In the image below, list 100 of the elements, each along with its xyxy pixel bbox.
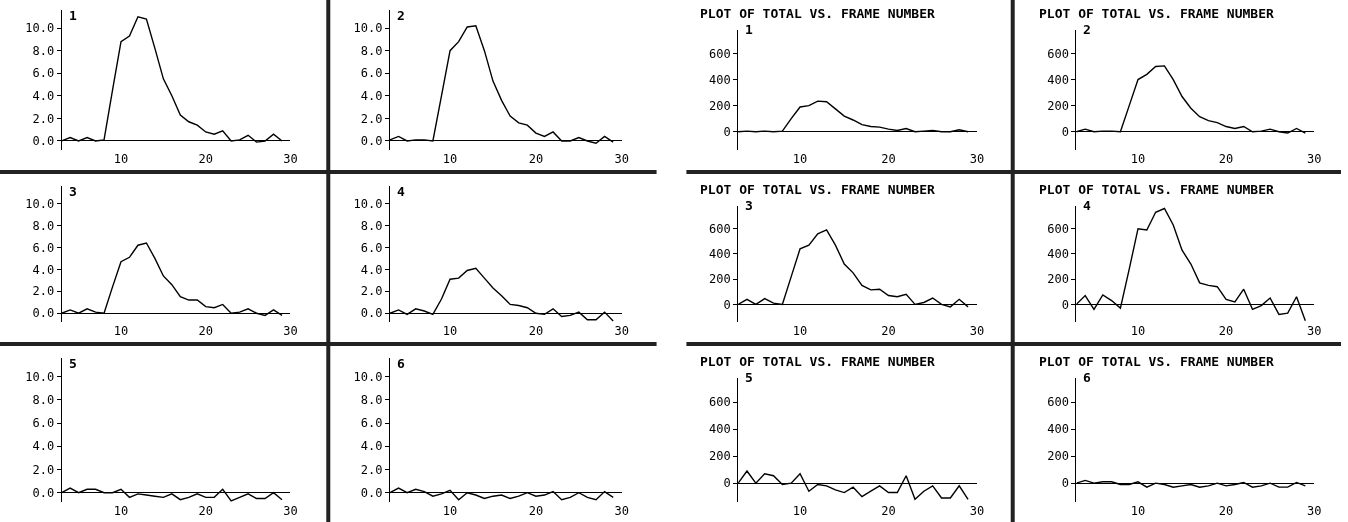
y-tick-label: 0.0	[32, 306, 55, 321]
x-tick-label: 20	[881, 504, 896, 518]
chart-title: 2	[397, 8, 405, 23]
chart-title: 1	[69, 8, 77, 23]
y-tick-label: 0.0	[32, 134, 55, 149]
y-tick-label: 6.0	[360, 240, 383, 255]
y-tick-label: 10.0	[25, 369, 55, 384]
y-tick-label: 2.0	[360, 111, 383, 126]
y-tick-label: 4.0	[32, 89, 55, 104]
y-tick-label: 400	[1047, 247, 1069, 262]
y-tick-label: 0.0	[32, 485, 55, 500]
x-tick-label: 20	[1218, 504, 1234, 518]
x-tick-label: 30	[969, 504, 985, 518]
x-tick-label: 30	[1306, 504, 1322, 518]
y-tick-label: 200	[1047, 449, 1069, 464]
y-tick-label: 0	[723, 124, 731, 139]
y-tick-label: 0	[723, 476, 731, 491]
y-tick-label: 0	[1061, 297, 1069, 312]
y-tick-label: 10.0	[25, 21, 55, 36]
x-tick-label: 20	[1218, 324, 1234, 338]
y-tick-label: 10.0	[353, 369, 383, 384]
y-tick-label: 600	[1047, 46, 1069, 61]
x-tick-label: 10	[442, 504, 458, 518]
y-tick-label: 8.0	[32, 218, 55, 233]
chart-subtitle: 2	[1083, 22, 1091, 37]
x-tick-label: 30	[1306, 324, 1322, 338]
y-tick-label: 600	[708, 395, 731, 410]
y-tick-label: 200	[708, 98, 731, 113]
x-tick-label: 30	[969, 152, 985, 166]
chart-title: 4	[397, 184, 405, 199]
y-tick-label: 400	[708, 247, 731, 262]
y-tick-label: 0.0	[360, 134, 383, 149]
x-tick-label: 10	[113, 324, 129, 338]
y-tick-label: 10.0	[353, 196, 383, 211]
chart-title: PLOT OF TOTAL VS. FRAME NUMBER	[700, 354, 935, 369]
chart-title: 6	[397, 356, 405, 371]
x-tick-label: 30	[283, 504, 298, 518]
y-tick-label: 4.0	[360, 262, 383, 277]
x-tick-label: 30	[614, 324, 629, 338]
x-tick-label: 20	[198, 504, 213, 518]
y-tick-label: 0.0	[360, 306, 383, 321]
y-tick-label: 6.0	[32, 240, 55, 255]
y-tick-label: 200	[708, 449, 731, 464]
chart-subtitle: 6	[1083, 370, 1091, 385]
x-tick-label: 10	[442, 152, 458, 166]
x-tick-label: 10	[113, 504, 129, 518]
x-tick-label: 30	[614, 152, 629, 166]
x-tick-label: 10	[792, 152, 808, 166]
x-tick-label: 10	[442, 324, 458, 338]
x-tick-label: 10	[1130, 152, 1146, 166]
chart-subtitle: 3	[745, 198, 753, 213]
y-tick-label: 400	[708, 72, 731, 87]
y-tick-label: 2.0	[32, 284, 55, 299]
y-tick-label: 600	[1047, 221, 1069, 236]
y-tick-label: 0	[1061, 476, 1069, 491]
y-tick-label: 2.0	[360, 284, 383, 299]
y-tick-label: 2.0	[360, 462, 383, 477]
y-tick-label: 0.0	[360, 485, 383, 500]
chart-subtitle: 5	[745, 370, 753, 385]
chart-title: 5	[69, 356, 77, 371]
x-tick-label: 30	[283, 324, 298, 338]
y-tick-label: 8.0	[360, 218, 383, 233]
y-tick-label: 6.0	[360, 66, 383, 81]
y-tick-label: 200	[1047, 98, 1069, 113]
chart-title: 3	[69, 184, 77, 199]
x-tick-label: 10	[113, 152, 129, 166]
y-tick-label: 0	[723, 297, 731, 312]
y-tick-label: 8.0	[32, 393, 55, 408]
chart-subtitle: 4	[1083, 198, 1091, 213]
y-tick-label: 8.0	[360, 43, 383, 58]
x-tick-label: 20	[198, 324, 213, 338]
y-tick-label: 2.0	[32, 111, 55, 126]
y-tick-label: 4.0	[360, 89, 383, 104]
x-tick-label: 20	[881, 324, 896, 338]
y-tick-label: 6.0	[32, 66, 55, 81]
y-tick-label: 600	[708, 46, 731, 61]
x-tick-label: 20	[198, 152, 213, 166]
y-tick-label: 4.0	[360, 439, 383, 454]
x-tick-label: 30	[1306, 152, 1322, 166]
chart-title: PLOT OF TOTAL VS. FRAME NUMBER	[700, 6, 935, 21]
y-tick-label: 6.0	[32, 416, 55, 431]
y-tick-label: 4.0	[32, 262, 55, 277]
x-tick-label: 10	[1130, 504, 1146, 518]
x-tick-label: 30	[283, 152, 298, 166]
chart-title: PLOT OF TOTAL VS. FRAME NUMBER	[700, 182, 935, 197]
y-tick-label: 400	[1047, 422, 1069, 437]
y-tick-label: 8.0	[32, 43, 55, 58]
y-tick-label: 600	[1047, 395, 1069, 410]
y-tick-label: 8.0	[360, 393, 383, 408]
y-tick-label: 2.0	[32, 462, 55, 477]
y-tick-label: 600	[708, 221, 731, 236]
y-tick-label: 10.0	[25, 196, 55, 211]
x-tick-label: 10	[1130, 324, 1146, 338]
x-tick-label: 20	[1218, 152, 1234, 166]
y-tick-label: 200	[708, 272, 731, 287]
y-tick-label: 4.0	[32, 439, 55, 454]
chart-title: PLOT OF TOTAL VS. FRAME NUMBER	[1039, 354, 1274, 369]
x-tick-label: 10	[792, 324, 808, 338]
x-tick-label: 20	[528, 324, 544, 338]
y-tick-label: 0	[1061, 124, 1069, 139]
